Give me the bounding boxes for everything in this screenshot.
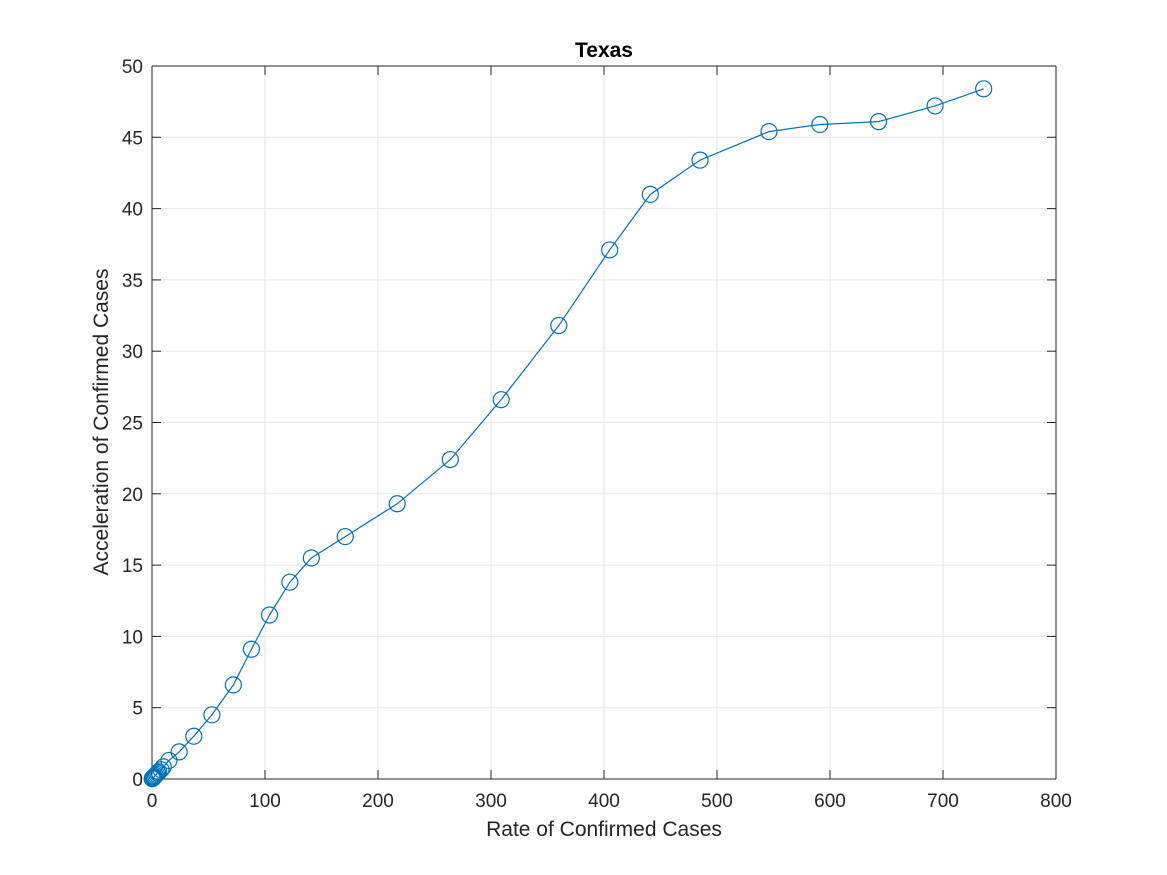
data-point — [869, 113, 888, 131]
chart-title: Texas — [575, 39, 633, 62]
data-point — [160, 751, 178, 770]
data-point — [550, 316, 568, 335]
x-tick-label: 200 — [362, 791, 394, 812]
x-tick-label: 500 — [701, 791, 733, 812]
x-tick-labels: 0 100 200 300 400 500 600 700 800 — [147, 791, 1072, 812]
y-tick-label: 40 — [122, 200, 143, 221]
data-point — [203, 706, 221, 724]
data-point — [601, 241, 619, 259]
data-point — [691, 151, 709, 169]
data-point — [281, 573, 299, 591]
data-point — [242, 640, 261, 658]
data-point — [185, 727, 203, 745]
y-tick-label: 50 — [122, 57, 143, 78]
data-point — [149, 764, 167, 782]
y-tick-label: 5 — [132, 699, 143, 720]
data-point — [154, 758, 172, 776]
y-tick-label: 0 — [132, 770, 143, 791]
data-point — [145, 767, 163, 786]
data-point — [302, 549, 320, 567]
x-tick-label: 0 — [147, 791, 158, 812]
x-tick-label: 800 — [1040, 791, 1072, 812]
y-tick-labels: 0 5 10 15 20 25 30 35 40 45 50 — [122, 57, 143, 791]
y-tick-label: 15 — [122, 556, 143, 577]
axes — [151, 65, 1057, 780]
data-point — [224, 676, 242, 694]
x-tick-label: 600 — [814, 791, 846, 812]
data-point — [388, 495, 406, 513]
y-tick-label: 30 — [122, 342, 143, 363]
data-point — [170, 743, 188, 761]
data-point — [811, 115, 829, 134]
y-axis-label: Acceleration of Confirmed Cases — [90, 269, 113, 576]
data-point — [336, 527, 354, 546]
data-point — [441, 450, 459, 469]
data-point — [492, 391, 510, 409]
y-tick-label: 45 — [122, 128, 143, 149]
data-point — [760, 122, 778, 141]
data-series — [143, 80, 993, 788]
y-tick-label: 20 — [122, 485, 143, 506]
data-point — [926, 97, 944, 115]
x-tick-label: 300 — [475, 791, 507, 812]
x-tick-label: 400 — [588, 791, 620, 812]
y-tick-label: 25 — [122, 414, 143, 435]
data-point — [975, 80, 993, 98]
x-tick-label: 700 — [927, 791, 959, 812]
data-point — [641, 185, 659, 203]
y-tick-label: 10 — [122, 627, 143, 648]
x-tick-label: 100 — [249, 791, 281, 812]
data-point — [260, 606, 279, 624]
data-point — [150, 763, 168, 781]
y-tick-label: 35 — [122, 271, 143, 292]
x-axis-label: Rate of Confirmed Cases — [486, 818, 722, 841]
